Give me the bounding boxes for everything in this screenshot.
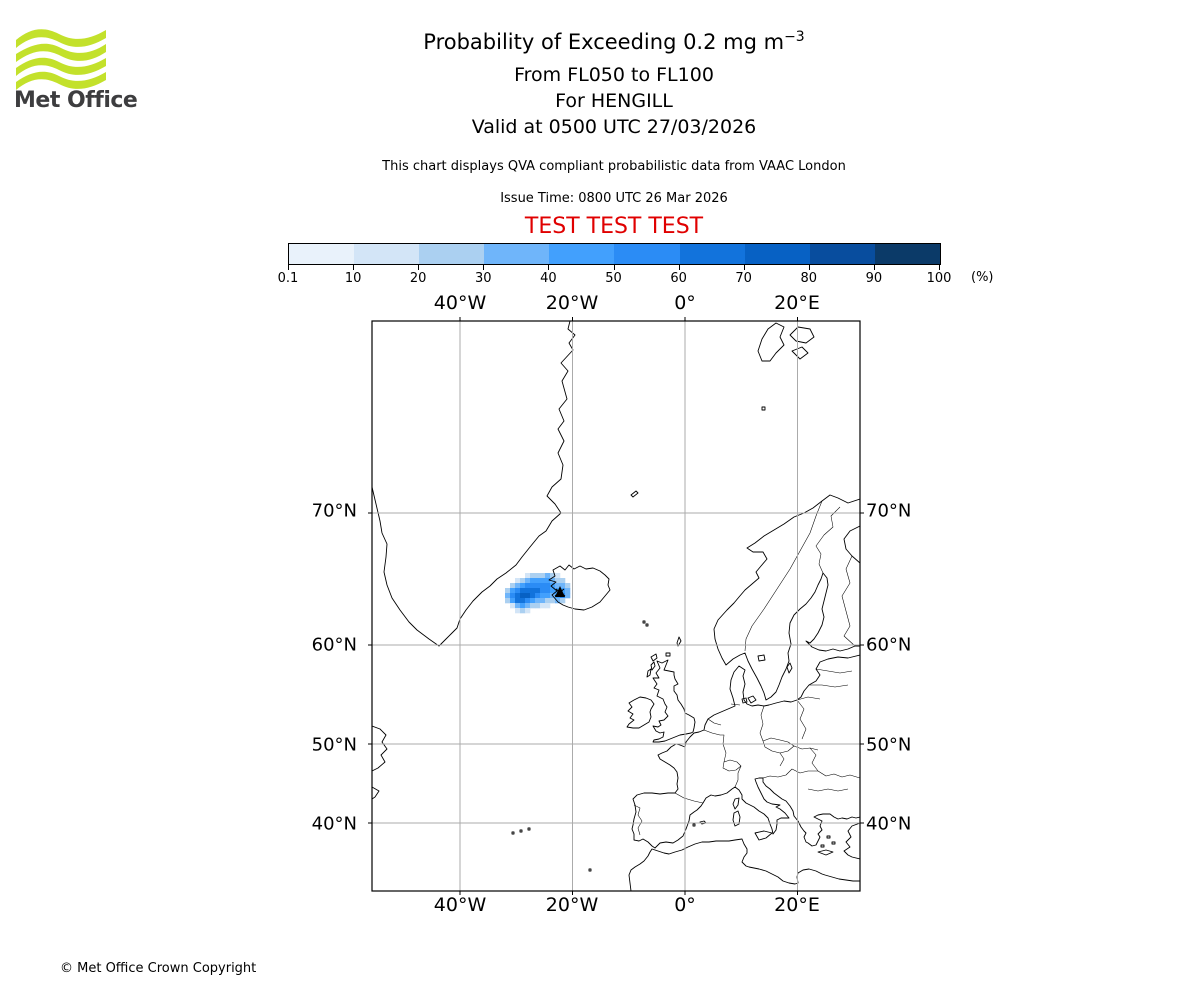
colorbar-tick-label: 50 bbox=[605, 271, 622, 286]
copyright-notice: © Met Office Crown Copyright bbox=[60, 961, 257, 976]
colorbar-tick-labels: 0.1 10 20 30 40 50 60 70 80 90 100 bbox=[278, 265, 951, 291]
colorbar-tick bbox=[548, 265, 550, 270]
x-axis-label-bottom: 40°W bbox=[433, 894, 487, 916]
colorbar-tick-label: 10 bbox=[344, 271, 362, 286]
colorbar-tick bbox=[483, 265, 485, 270]
probability-colorbar bbox=[288, 243, 941, 265]
y-axis-label-right: 40°N bbox=[866, 813, 912, 835]
colorbar-tick-label: 30 bbox=[475, 271, 492, 286]
issue-time: Issue Time: 0800 UTC 26 Mar 2026 bbox=[500, 191, 728, 206]
colorbar-segment-7 bbox=[744, 244, 810, 264]
country-borders bbox=[633, 500, 860, 836]
logo-waves-icon bbox=[16, 29, 106, 90]
colorbar-tick-label: 100 bbox=[926, 271, 952, 286]
x-axis-label-top: 40°W bbox=[433, 292, 487, 314]
volcano-source-marker bbox=[554, 586, 566, 597]
met-office-logo bbox=[16, 29, 106, 90]
x-axis-label-top: 20°E bbox=[774, 292, 820, 314]
colorbar-tick-label: 60 bbox=[670, 271, 687, 286]
y-axis-label-left: 70°N bbox=[311, 500, 357, 522]
colorbar-units-label: (%) bbox=[971, 270, 994, 285]
lat-lon-gridlines bbox=[372, 321, 860, 891]
x-axis-label-top: 0° bbox=[674, 292, 696, 314]
coastlines bbox=[372, 321, 860, 891]
colorbar-tick bbox=[743, 265, 745, 270]
colorbar-segment-8 bbox=[809, 244, 875, 264]
colorbar-tick bbox=[939, 265, 940, 270]
colorbar-tick-label: 90 bbox=[865, 271, 883, 286]
title-exponent: −3 bbox=[784, 29, 805, 45]
subtitle-volcano: For HENGILL bbox=[555, 90, 673, 112]
y-axis-label-left: 50°N bbox=[311, 734, 357, 756]
y-axis-label-right: 50°N bbox=[866, 734, 912, 756]
colorbar-segment-6 bbox=[679, 244, 745, 264]
colorbar-segment-2 bbox=[419, 244, 485, 264]
x-axis-label-top: 20°W bbox=[545, 292, 599, 314]
colorbar-segment-0 bbox=[289, 244, 355, 264]
map-frame bbox=[371, 320, 861, 892]
colorbar-tick bbox=[873, 265, 875, 270]
qva-note: This chart displays QVA compliant probab… bbox=[382, 159, 846, 174]
colorbar-tick bbox=[613, 265, 615, 270]
colorbar-segment-5 bbox=[614, 244, 680, 264]
page-title: Probability of Exceeding 0.2 mg m−3 bbox=[423, 29, 805, 54]
y-axis-label-left: 40°N bbox=[311, 813, 357, 835]
colorbar-tick-label: 70 bbox=[735, 271, 752, 286]
subtitle-valid-time: Valid at 0500 UTC 27/03/2026 bbox=[471, 116, 757, 138]
colorbar-segment-3 bbox=[484, 244, 550, 264]
y-axis-label-right: 70°N bbox=[866, 500, 912, 522]
colorbar-segment-4 bbox=[549, 244, 615, 264]
map-axis-ticks bbox=[368, 317, 864, 895]
x-axis-label-bottom: 20°W bbox=[545, 894, 599, 916]
subtitle-flight-levels: From FL050 to FL100 bbox=[514, 64, 714, 86]
test-banner: TEST TEST TEST bbox=[524, 214, 704, 239]
colorbar-segment-9 bbox=[874, 244, 940, 264]
colorbar-tick bbox=[808, 265, 810, 270]
colorbar-tick bbox=[678, 265, 680, 270]
colorbar-tick bbox=[353, 265, 355, 270]
colorbar-segment-1 bbox=[354, 244, 420, 264]
logo-brand-text: Met Office bbox=[14, 88, 138, 113]
x-axis-label-bottom: 0° bbox=[674, 894, 696, 916]
colorbar-tick-label: 80 bbox=[800, 271, 818, 286]
x-axis-label-bottom: 20°E bbox=[774, 894, 820, 916]
colorbar-tick bbox=[418, 265, 420, 270]
map-canvas bbox=[368, 317, 864, 895]
y-axis-label-right: 60°N bbox=[866, 634, 912, 656]
y-axis-label-left: 60°N bbox=[311, 634, 357, 656]
colorbar-tick-label: 40 bbox=[540, 271, 557, 286]
colorbar-tick-label: 0.1 bbox=[277, 271, 299, 286]
colorbar-tick-label: 20 bbox=[409, 271, 427, 286]
colorbar-tick bbox=[288, 265, 289, 270]
